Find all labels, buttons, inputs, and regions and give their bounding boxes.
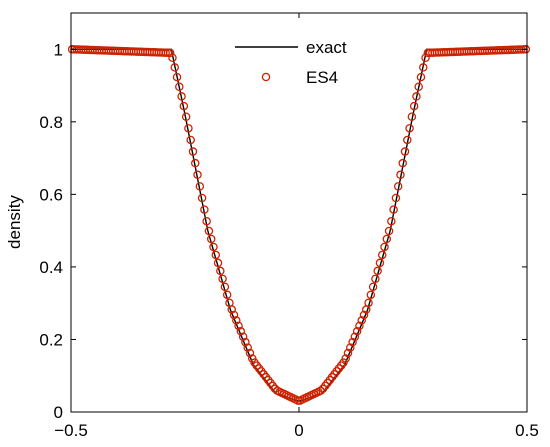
es4-point: [396, 170, 405, 180]
es4-point: [341, 354, 350, 363]
es4-point: [234, 321, 243, 331]
es4-point: [371, 274, 380, 284]
es4-point: [218, 274, 227, 284]
es4-point: [409, 101, 419, 111]
es4-point: [165, 48, 175, 58]
es4-point: [216, 266, 225, 276]
es4-point: [213, 258, 223, 268]
y-tick-label: 0.2: [39, 330, 63, 349]
es4-point: [200, 205, 209, 214]
y-tick-label: 0.8: [39, 113, 63, 132]
es4-point: [195, 182, 205, 191]
es4-point: [179, 101, 189, 111]
es4-point: [222, 290, 232, 300]
es4-point: [238, 332, 248, 341]
es4-point: [229, 310, 239, 320]
es4-point: [211, 250, 221, 260]
es4-point: [373, 266, 382, 276]
es4-point: [186, 135, 195, 145]
es4-point: [343, 348, 353, 358]
es4-point: [375, 258, 385, 268]
es4-point: [348, 337, 357, 347]
es4-point: [248, 354, 257, 363]
x-tick-label: 0: [294, 421, 303, 440]
series-layer: [67, 45, 531, 405]
es4-point: [352, 327, 362, 336]
plot-area: [71, 13, 527, 412]
x-tick-label: −0.5: [54, 421, 88, 440]
es4-point: [355, 321, 364, 331]
es4-point: [359, 310, 369, 320]
es4-point: [368, 282, 378, 292]
y-axis-label: density: [5, 195, 24, 249]
es4-point: [175, 82, 184, 92]
es4-point: [419, 63, 428, 72]
es4-point: [191, 158, 200, 168]
es4-point: [364, 298, 373, 308]
es4-point: [398, 158, 407, 168]
es4-point: [393, 182, 403, 191]
es4-point: [227, 305, 236, 314]
es4-point: [245, 348, 255, 358]
es4-point: [389, 205, 398, 214]
es4-point: [206, 234, 216, 244]
es4-point: [414, 82, 423, 92]
es4-point: [202, 216, 211, 226]
es4-point: [403, 135, 412, 145]
es4-point: [380, 242, 389, 252]
es4-point: [177, 92, 186, 101]
ticks-layer: −0.5 0 0.500.20.40.60.81: [39, 13, 539, 440]
es4-point: [416, 72, 426, 82]
es4-point: [407, 112, 417, 121]
es4-point: [377, 250, 387, 260]
es4-point: [387, 216, 396, 226]
es4-point: [366, 290, 376, 300]
es4-point: [184, 124, 193, 133]
es4-point: [181, 112, 191, 121]
es4-point: [316, 386, 325, 396]
es4-point: [243, 343, 252, 352]
es4-point: [412, 92, 421, 101]
es4-point: [232, 316, 241, 325]
es4-point: [357, 316, 366, 325]
legend-es4-marker: [261, 72, 271, 82]
es4-point: [170, 63, 179, 72]
es4-point: [382, 234, 392, 244]
legend-es4-label: ES4: [306, 68, 338, 87]
legend-exact-label: exact: [306, 38, 347, 57]
es4-point: [384, 226, 394, 236]
es4-point: [236, 327, 246, 336]
es4-point: [172, 72, 182, 82]
es4-point: [400, 147, 410, 156]
es4-point: [339, 358, 348, 367]
es4-point: [188, 147, 198, 156]
es4-point: [421, 53, 430, 62]
es4-point: [346, 343, 355, 352]
es4-point: [350, 332, 360, 341]
es4-point: [193, 170, 202, 180]
es4-point: [391, 193, 401, 203]
y-tick-label: 0: [54, 403, 63, 422]
legend: exact ES4: [235, 38, 347, 87]
y-tick-label: 1: [54, 40, 63, 59]
es4-point: [197, 193, 207, 203]
es4-point: [168, 53, 177, 62]
es4-point: [405, 124, 414, 133]
es4-point: [241, 337, 250, 347]
es4-point: [220, 282, 230, 292]
es4-point: [209, 242, 218, 252]
series-es4-markers: [67, 45, 531, 405]
x-tick-label: 0.5: [515, 421, 539, 440]
y-tick-label: 0.4: [39, 258, 63, 277]
es4-point: [204, 226, 214, 236]
y-tick-label: 0.6: [39, 185, 63, 204]
